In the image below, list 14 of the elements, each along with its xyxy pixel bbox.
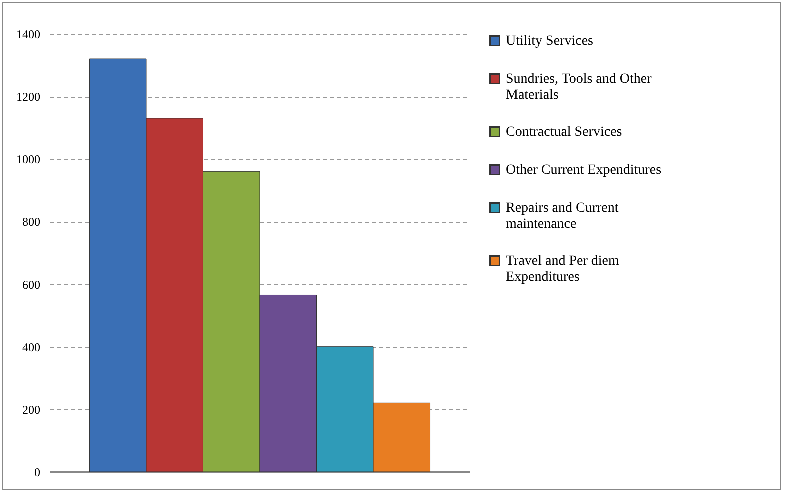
legend-label: Repairs and Current maintenance — [506, 201, 619, 232]
y-tick-label: 1000 — [16, 152, 40, 167]
y-tick-label: 1200 — [16, 90, 40, 104]
y-tick-label: 1400 — [16, 28, 40, 42]
y-tick-label: 0 — [34, 466, 40, 480]
legend-label: Contractual Services — [506, 125, 622, 140]
legend-label: Travel and Per diem Expenditures — [506, 254, 620, 285]
legend-label: Other Current Expenditures — [506, 163, 662, 178]
y-tick-label: 400 — [22, 340, 40, 354]
y-tick-label: 800 — [22, 215, 40, 230]
legend-label: Utility Services — [506, 34, 594, 49]
legend-label: Sundries, Tools and Other Materials — [506, 72, 652, 103]
y-tick-label: 200 — [22, 402, 40, 417]
y-tick-label: 600 — [22, 278, 40, 292]
